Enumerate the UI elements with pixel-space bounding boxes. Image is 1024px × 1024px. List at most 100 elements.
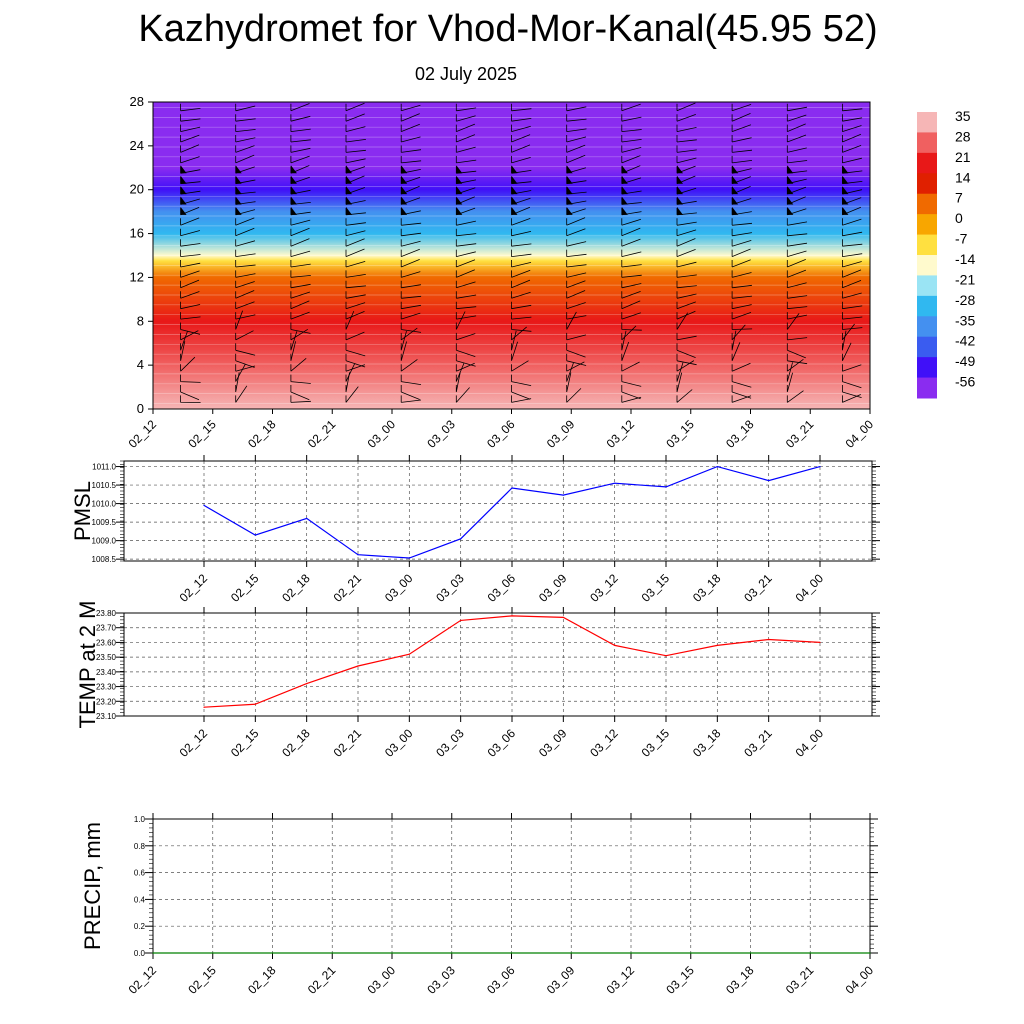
y-axis-title: TEMP at 2 M xyxy=(75,601,100,729)
wind-barb xyxy=(345,260,366,268)
y-axis-title: PMSL xyxy=(70,481,95,541)
y-tick-label: 0.8 xyxy=(134,842,146,851)
data-point xyxy=(357,554,359,556)
wind-barb-pennant xyxy=(180,186,187,195)
x-tick-label: 04_00 xyxy=(793,571,827,605)
colorbar-label: 0 xyxy=(955,210,963,226)
wind-barb xyxy=(842,260,862,268)
wind-barb xyxy=(731,330,737,351)
wind-barb xyxy=(345,155,366,164)
wind-barb xyxy=(400,135,421,143)
wind-barb xyxy=(180,270,200,278)
x-tick-label: 03_09 xyxy=(536,726,570,760)
colorbar-label: 14 xyxy=(955,169,971,185)
x-tick-label: 03_18 xyxy=(723,963,757,997)
data-point xyxy=(357,665,359,667)
wind-barb xyxy=(511,385,531,400)
wind-barb-pennant xyxy=(401,186,408,195)
wind-barb xyxy=(842,323,855,341)
wind-barbs xyxy=(180,102,863,403)
wind-barb xyxy=(180,395,201,403)
y-tick-label: 1011.0 xyxy=(92,463,116,472)
wind-barb-pennant xyxy=(787,206,794,215)
wind-barb xyxy=(455,155,477,164)
wind-barb xyxy=(235,330,254,341)
wind-barb xyxy=(290,322,311,334)
wind-barb xyxy=(180,322,201,335)
wind-barb xyxy=(676,280,697,289)
data-point xyxy=(460,538,462,540)
x-tick-label: 03_00 xyxy=(382,726,416,760)
wind-barb xyxy=(566,372,572,393)
wind-barb-pennant xyxy=(842,175,849,184)
wind-barb xyxy=(400,374,422,385)
wind-barb xyxy=(290,300,310,310)
y-tick-label: 16 xyxy=(130,226,144,241)
wind-barb xyxy=(511,322,532,332)
wind-barb xyxy=(731,228,752,237)
data-point xyxy=(203,706,205,708)
x-tick-label: 02_21 xyxy=(331,726,365,760)
wind-barb-pennant xyxy=(511,165,518,174)
wind-barb xyxy=(235,363,246,382)
wind-barb xyxy=(566,103,587,112)
wind-barb xyxy=(180,124,201,132)
wind-barb xyxy=(786,269,807,278)
grid xyxy=(124,612,872,717)
wind-barb-pennant xyxy=(732,196,739,205)
wind-barb xyxy=(400,301,421,310)
wind-barb xyxy=(842,218,862,226)
wind-barb-pennant xyxy=(677,175,683,184)
wind-barb xyxy=(566,239,587,247)
wind-barb-pennant xyxy=(842,165,849,174)
wind-barb xyxy=(180,114,201,122)
wind-barb xyxy=(842,291,862,299)
wind-barb xyxy=(842,103,863,112)
wind-barb xyxy=(290,280,311,289)
y-tick-label: 0 xyxy=(137,401,144,416)
wind-barb xyxy=(511,360,529,372)
wind-barb xyxy=(621,270,642,278)
wind-barb-pennant xyxy=(456,165,463,174)
wind-barb xyxy=(290,331,298,351)
wind-barb xyxy=(290,385,310,401)
wind-barb-pennant xyxy=(456,196,463,205)
wind-barb-pennant xyxy=(732,175,739,184)
wind-barb xyxy=(676,145,697,153)
wind-barb xyxy=(180,249,201,257)
wind-barb xyxy=(455,134,476,143)
colorbar-swatch xyxy=(917,275,937,297)
wind-barb xyxy=(180,228,201,237)
wind-barb xyxy=(400,385,420,400)
wind-barb xyxy=(842,124,862,132)
wind-barb xyxy=(290,145,311,153)
wind-barb xyxy=(180,301,201,310)
wind-barb xyxy=(731,248,751,257)
wind-barb-pennant xyxy=(401,196,408,205)
wind-barb xyxy=(511,330,517,351)
wind-barb xyxy=(621,312,641,320)
wind-barb xyxy=(235,270,256,278)
wind-barb xyxy=(731,270,752,278)
wind-barb-pennant xyxy=(290,206,297,215)
wind-barb-pennant xyxy=(566,165,573,174)
wind-barb xyxy=(621,114,642,122)
wind-barb-pennant xyxy=(180,165,187,174)
y-tick-label: 23.70 xyxy=(96,624,117,633)
colorbar-label: -49 xyxy=(955,353,975,369)
wind-barb xyxy=(235,249,256,257)
wind-barb xyxy=(345,311,365,320)
data-point xyxy=(768,480,770,482)
temperature-cross-section: 0 4 8 12 16 20 24 28 02_12 02_15 02_18 02_21 03_00 03… xyxy=(126,94,877,451)
colorbar-label: -56 xyxy=(955,374,975,390)
wind-barb xyxy=(235,114,256,122)
wind-barb xyxy=(345,248,365,257)
x-tick-label: 03_18 xyxy=(690,726,724,760)
wind-barb xyxy=(676,228,697,237)
wind-barb xyxy=(290,238,310,247)
x-tick-label: 04_00 xyxy=(843,417,877,451)
wind-barb xyxy=(621,322,642,331)
data-point xyxy=(511,487,513,489)
wind-barb xyxy=(731,342,741,361)
wind-barb xyxy=(842,385,862,398)
